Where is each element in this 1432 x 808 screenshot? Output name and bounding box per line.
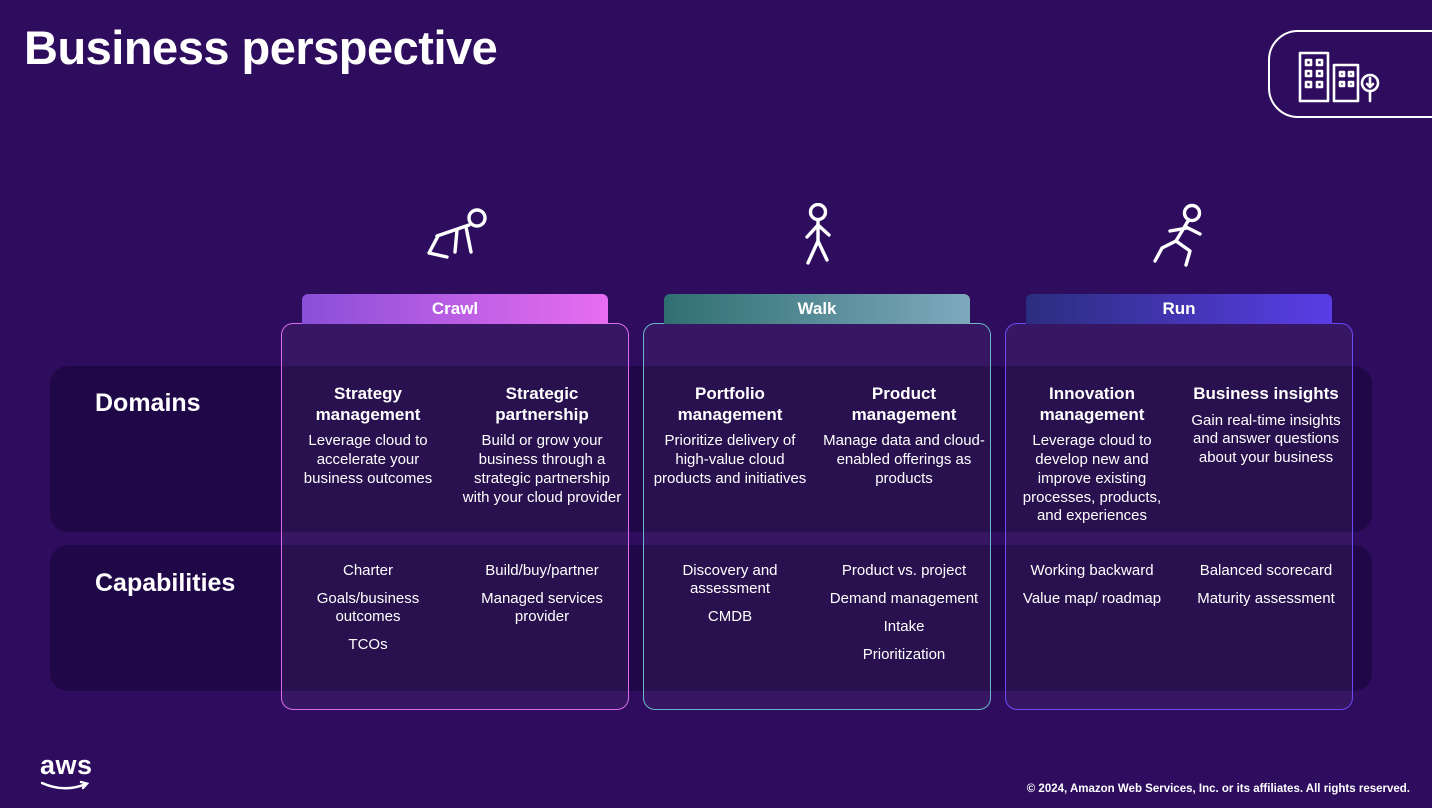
domain-desc: Leverage cloud to accelerate your busine…	[303, 432, 433, 487]
capability-cell: Charter Goals/business outcomes TCOs	[287, 562, 449, 664]
capability-item: Product vs. project	[841, 562, 967, 579]
run-domains-cells: Innovation management Leverage cloud to …	[1011, 384, 1347, 526]
domain-desc: Prioritize delivery of high-value cloud …	[653, 432, 807, 487]
capability-cell: Product vs. project Demand management Inta…	[823, 562, 985, 674]
capability-item: Charter	[342, 562, 394, 579]
capability-item: Prioritization	[862, 646, 946, 663]
domain-title: Product management	[851, 384, 957, 424]
capability-item: CMDB	[707, 608, 753, 625]
domain-title: Innovation management	[1039, 384, 1145, 424]
walk-domains-cells: Portfolio management Prioritize delivery…	[649, 384, 985, 489]
capabilities-row-label: Capabilities	[95, 569, 236, 597]
walk-person-icon	[795, 202, 841, 276]
phase-header-walk: Walk	[664, 294, 970, 324]
phase-column-walk	[643, 323, 991, 710]
domain-title: Portfolio management	[677, 384, 783, 424]
phase-header-crawl: Crawl	[302, 294, 608, 324]
domain-title: Strategic partnership	[495, 384, 589, 424]
domain-desc: Gain real-time insights and answer quest…	[1191, 411, 1341, 467]
crawl-person-icon	[417, 206, 495, 275]
business-perspective-badge	[1268, 30, 1432, 118]
domain-cell: Strategic partnership Build or grow your…	[461, 384, 623, 507]
capability-cell: Balanced scorecard Maturity assessment	[1185, 562, 1347, 618]
domain-desc: Manage data and cloud-enabled offerings …	[823, 432, 985, 487]
crawl-capabilities-cells: Charter Goals/business outcomes TCOs Build…	[287, 562, 623, 664]
city-buildings-icon	[1298, 51, 1380, 103]
domain-title: Business insights	[1193, 384, 1339, 403]
capability-item: Managed services provider	[481, 590, 603, 625]
domain-cell: Strategy management Leverage cloud to ac…	[287, 384, 449, 507]
phase-column-run	[1005, 323, 1353, 710]
capability-item: Discovery and assessment	[682, 562, 778, 597]
capability-item: Build/buy/partner	[485, 562, 599, 579]
capability-item: TCOs	[348, 636, 388, 653]
capability-item: Balanced scorecard	[1199, 562, 1333, 579]
aws-smile-icon	[40, 780, 90, 790]
capability-item: Goals/business outcomes	[316, 590, 420, 625]
phase-column-crawl	[281, 323, 629, 710]
run-person-icon	[1148, 203, 1208, 276]
domain-cell: Innovation management Leverage cloud to …	[1011, 384, 1173, 526]
walk-capabilities-cells: Discovery and assessment CMDB Product vs.…	[649, 562, 985, 674]
domain-cell: Business insights Gain real-time insight…	[1185, 384, 1347, 526]
copyright-text: © 2024, Amazon Web Services, Inc. or its…	[1026, 783, 1410, 795]
capability-cell: Discovery and assessment CMDB	[649, 562, 811, 674]
page-title: Business perspective	[24, 21, 498, 74]
capability-item: Intake	[883, 618, 925, 635]
domain-desc: Leverage cloud to develop new and improv…	[1022, 432, 1162, 525]
domain-desc: Build or grow your business through a st…	[462, 432, 622, 506]
domain-cell: Product management Manage data and cloud…	[823, 384, 985, 489]
capability-item: Working backward	[1030, 562, 1154, 579]
domains-row-label: Domains	[95, 389, 201, 417]
aws-logo-text: aws	[40, 750, 93, 780]
capability-cell: Build/buy/partner Managed services provid…	[461, 562, 623, 664]
capability-item: Maturity assessment	[1197, 590, 1335, 607]
aws-logo: aws	[40, 752, 96, 794]
crawl-domains-cells: Strategy management Leverage cloud to ac…	[287, 384, 623, 507]
capability-item: Value map/ roadmap	[1022, 590, 1162, 607]
domains-row-background	[50, 366, 1372, 532]
domain-title: Strategy management	[315, 384, 421, 424]
capability-cell: Working backward Value map/ roadmap	[1011, 562, 1173, 618]
capabilities-row-background	[50, 545, 1372, 691]
run-capabilities-cells: Working backward Value map/ roadmap Balan…	[1011, 562, 1347, 618]
phase-header-run: Run	[1026, 294, 1332, 324]
domain-cell: Portfolio management Prioritize delivery…	[649, 384, 811, 489]
capability-item: Demand management	[829, 590, 979, 607]
